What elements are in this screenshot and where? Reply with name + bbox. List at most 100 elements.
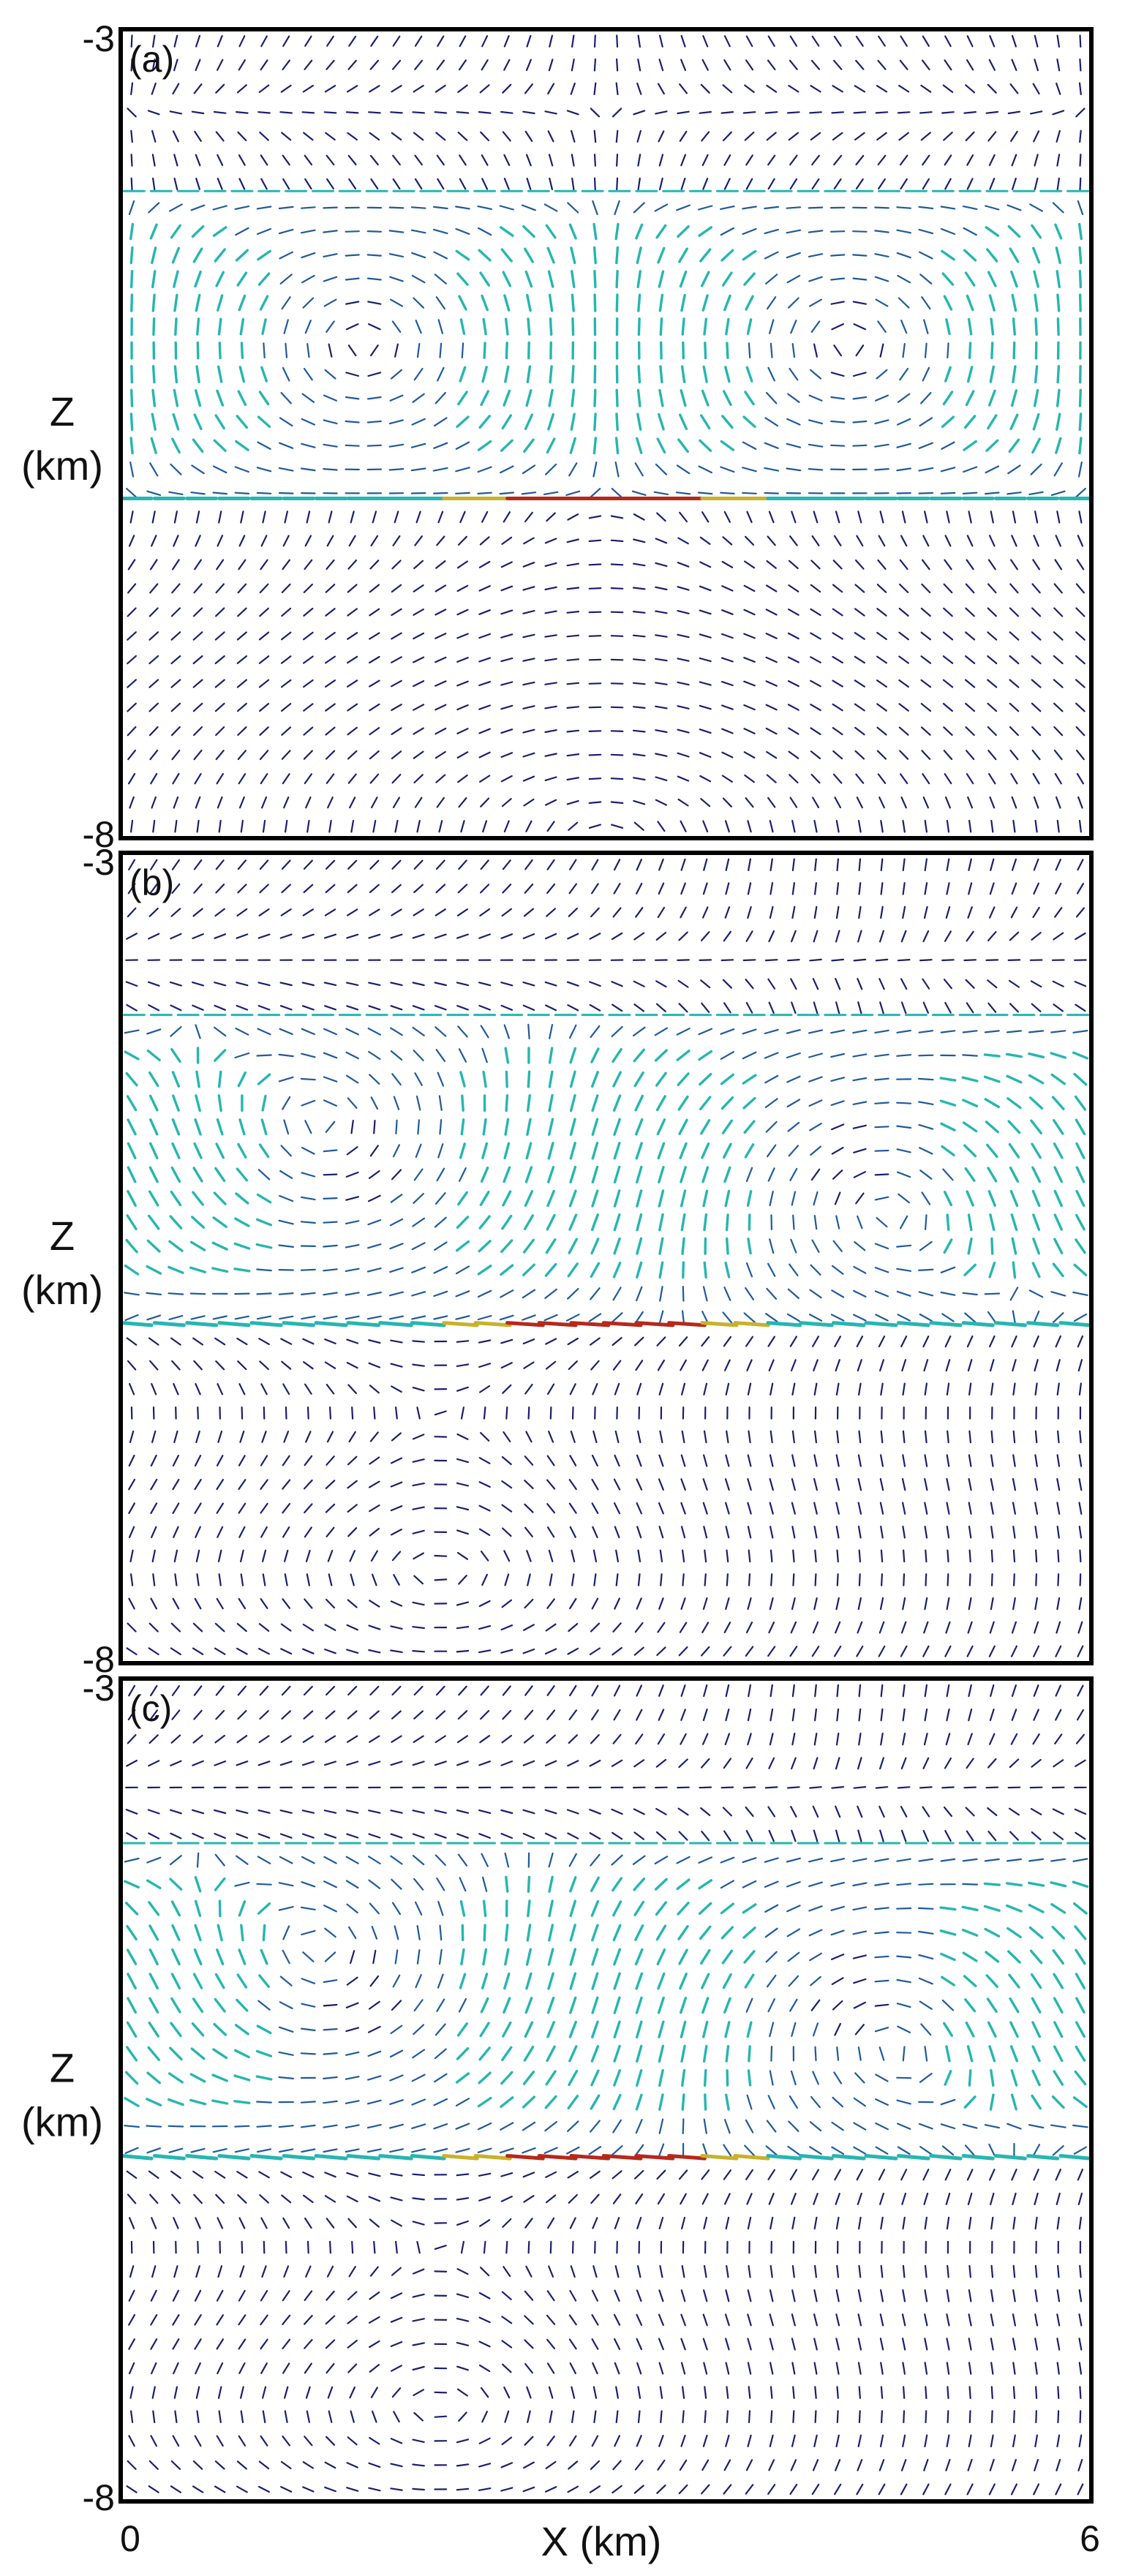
vector-arrow: [1053, 607, 1064, 617]
vector-arrow: [127, 1973, 137, 1990]
vector-arrow: [1010, 1645, 1018, 1657]
vector-arrow: [857, 2289, 862, 2302]
vector-arrow: [391, 750, 402, 760]
vector-arrow: [236, 84, 247, 94]
vector-arrow: [439, 342, 443, 358]
vector-arrow: [522, 1760, 535, 1766]
vector-arrow: [725, 317, 730, 336]
vector-arrow: [1009, 1758, 1020, 1769]
vector-arrow: [258, 1735, 270, 1744]
vector-arrow: [324, 933, 336, 939]
vector-arrow: [918, 1054, 934, 1057]
vector-arrow: [791, 1733, 796, 1746]
vector-arrow: [282, 1455, 290, 1466]
vector-arrow: [633, 202, 645, 214]
vector-arrow: [832, 584, 843, 593]
vector-arrow: [703, 1684, 708, 1698]
vector-arrow: [633, 2485, 644, 2494]
vector-arrow: [522, 1809, 535, 1815]
vector-arrow: [787, 704, 799, 711]
vector-arrow: [632, 634, 646, 638]
vector-arrow: [566, 799, 579, 805]
vector-arrow: [149, 1118, 159, 1136]
vector-arrow: [172, 1597, 180, 1610]
vector-arrow: [478, 704, 492, 710]
vector-arrow: [238, 2217, 246, 2229]
vector-arrow: [1030, 1973, 1042, 1989]
vector-arrow: [940, 1266, 956, 1273]
vector-arrow: [500, 982, 513, 987]
vector-arrow: [278, 1244, 294, 1249]
vector-arrow: [1056, 1526, 1060, 1539]
vector-arrow: [260, 178, 268, 190]
vector-arrow: [170, 2170, 181, 2179]
vector-arrow: [569, 1165, 577, 1184]
vector-arrow: [658, 2362, 664, 2375]
vector-arrow: [1077, 1335, 1084, 1348]
vector-arrow: [1053, 749, 1063, 761]
vector-arrow: [965, 583, 975, 594]
vector-arrow: [1072, 2096, 1088, 2109]
vector-arrow: [635, 1142, 643, 1160]
vector-arrow: [747, 882, 752, 895]
vector-arrow: [434, 656, 447, 663]
vector-arrow: [721, 1949, 734, 1965]
vector-arrow: [416, 1406, 421, 1420]
vector-arrow: [236, 1760, 249, 1766]
vector-arrow: [591, 2289, 598, 2302]
vector-arrow: [544, 1648, 557, 1655]
vector-arrow: [590, 1287, 601, 1300]
vector-arrow: [237, 607, 247, 617]
vector-arrow: [390, 933, 403, 939]
vector-arrow: [831, 1786, 845, 1789]
vector-arrow: [345, 420, 360, 423]
vector-arrow: [236, 1973, 248, 1989]
vector-arrow: [920, 391, 932, 404]
vector-arrow: [810, 704, 821, 712]
vector-arrow: [766, 2120, 777, 2133]
vector-arrow: [875, 1314, 889, 1322]
vector-arrow: [811, 1239, 820, 1253]
vector-arrow: [833, 154, 843, 166]
vector-arrow: [940, 1122, 956, 1131]
vector-arrow: [388, 419, 405, 425]
vector-arrow: [280, 1338, 293, 1345]
vector-arrow: [787, 1951, 800, 1962]
vector-arrow: [391, 884, 402, 894]
vector-arrow: [147, 1809, 160, 1815]
vector-arrow: [704, 1573, 707, 1586]
vector-arrow: [633, 2169, 644, 2180]
vector-arrow: [1056, 1597, 1061, 1611]
vector-arrow: [790, 2459, 797, 2471]
vector-arrow: [129, 2386, 134, 2399]
vector-arrow: [549, 2410, 553, 2423]
vector-arrow: [923, 511, 928, 524]
vector-arrow: [546, 908, 557, 917]
y-tick-label-top: -3: [83, 1668, 115, 1709]
vector-arrow: [259, 1710, 269, 1720]
vector-arrow: [259, 2194, 269, 2204]
vector-arrow: [499, 1314, 514, 1321]
vector-arrow: [942, 84, 954, 94]
vector-arrow: [1076, 883, 1085, 895]
vector-arrow: [743, 704, 756, 711]
vector-arrow: [301, 2027, 316, 2032]
vector-arrow: [1034, 1454, 1038, 1467]
vector-arrow: [1077, 1645, 1084, 1657]
vector-arrow: [880, 1684, 884, 1698]
vector-arrow: [1079, 1573, 1082, 1586]
vector-arrow: [436, 1998, 445, 2012]
vector-arrow: [835, 2459, 841, 2471]
vector-arrow: [304, 1120, 312, 1134]
vector-arrow: [745, 1646, 754, 1657]
vector-arrow: [832, 560, 843, 570]
vector-arrow: [681, 2093, 685, 2111]
vector-arrow: [591, 1924, 599, 1942]
vector-arrow: [858, 1549, 862, 1563]
vector-arrow: [366, 420, 382, 423]
boundary-arrow: [152, 2154, 186, 2161]
vector-arrow: [658, 388, 664, 407]
vector-arrow: [478, 633, 492, 639]
vector-arrow: [151, 796, 157, 809]
vector-arrow: [214, 1622, 225, 1632]
